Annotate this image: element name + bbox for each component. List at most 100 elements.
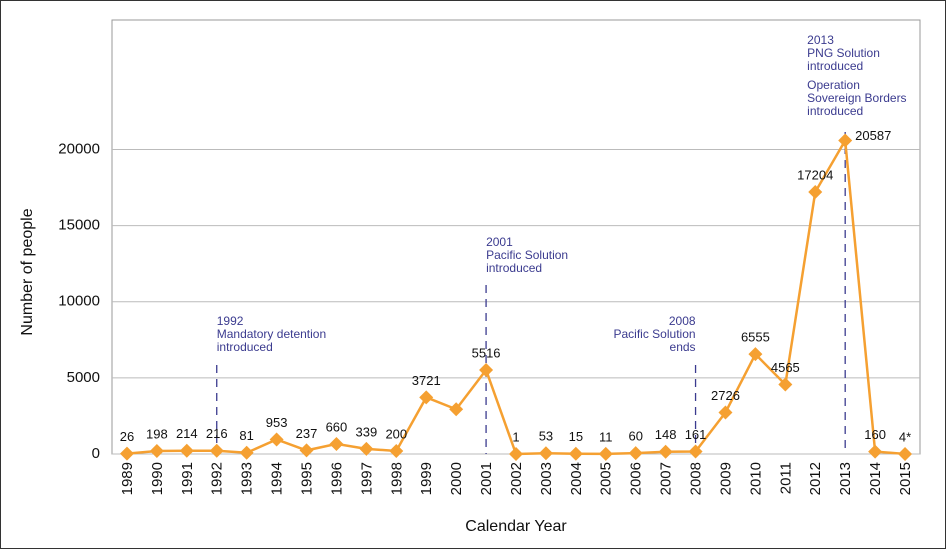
value-label: 81 xyxy=(239,428,253,443)
annotation: introduced xyxy=(807,104,863,118)
value-label: 237 xyxy=(296,426,318,441)
value-label: 4* xyxy=(899,429,911,444)
marker xyxy=(449,402,464,417)
annotation: introduced xyxy=(807,59,863,73)
x-tick-label: 1997 xyxy=(358,462,375,495)
marker xyxy=(598,446,613,461)
x-tick-label: 2008 xyxy=(688,462,705,495)
x-tick-label: 2001 xyxy=(478,462,495,495)
marker xyxy=(538,446,553,461)
x-tick-label: 2004 xyxy=(568,462,585,495)
x-tick-label: 2009 xyxy=(717,462,734,495)
marker xyxy=(808,185,823,200)
x-tick-label: 1996 xyxy=(328,462,345,495)
value-label: 198 xyxy=(146,426,168,441)
y-axis-label: Number of people xyxy=(19,208,36,335)
marker xyxy=(119,446,134,461)
x-tick-label: 2012 xyxy=(807,462,824,495)
x-tick-label: 1992 xyxy=(209,462,226,495)
x-tick-label: 2006 xyxy=(628,462,645,495)
value-label: 2726 xyxy=(711,388,740,403)
marker xyxy=(479,363,494,378)
annotation: introduced xyxy=(217,340,273,354)
value-label: 216 xyxy=(206,426,228,441)
x-tick-label: 1993 xyxy=(239,462,256,495)
annotation: 2001 xyxy=(486,235,513,249)
marker xyxy=(628,446,643,461)
marker xyxy=(898,446,913,461)
value-label: 11 xyxy=(599,429,613,444)
marker xyxy=(509,446,523,461)
marker xyxy=(419,390,434,405)
value-label: 60 xyxy=(628,429,642,444)
annotation: 1992 xyxy=(217,314,244,328)
x-tick-label: 2007 xyxy=(658,462,675,495)
x-tick-label: 1991 xyxy=(179,462,196,495)
y-tick-label: 10000 xyxy=(58,293,100,310)
x-tick-label: 2015 xyxy=(897,462,914,495)
marker xyxy=(299,443,314,458)
marker xyxy=(748,347,763,362)
marker xyxy=(149,443,164,458)
x-tick-label: 2013 xyxy=(837,462,854,495)
marker xyxy=(179,443,194,458)
x-tick-label: 1999 xyxy=(418,462,435,495)
marker xyxy=(239,445,254,460)
annotation: introduced xyxy=(486,261,542,275)
annotation: Pacific Solution xyxy=(614,327,696,341)
annotation: Mandatory detention xyxy=(217,327,326,341)
value-label: 3721 xyxy=(412,373,441,388)
x-tick-label: 2010 xyxy=(747,462,764,495)
x-axis-label: Calendar Year xyxy=(465,518,567,535)
marker xyxy=(269,432,284,447)
marker xyxy=(329,436,344,451)
x-tick-label: 2014 xyxy=(867,462,884,495)
value-label: 339 xyxy=(356,424,378,439)
marker xyxy=(688,444,703,459)
marker xyxy=(838,133,853,148)
marker xyxy=(778,377,793,392)
x-tick-label: 1998 xyxy=(388,462,405,495)
marker xyxy=(658,444,673,459)
annotation: PNG Solution xyxy=(807,46,880,60)
value-label: 5516 xyxy=(472,345,501,360)
marker xyxy=(359,441,374,456)
x-tick-label: 1994 xyxy=(269,462,286,495)
annotation: ends xyxy=(670,340,696,354)
x-tick-label: 2000 xyxy=(448,462,465,495)
value-label: 6555 xyxy=(741,330,770,345)
value-label: 160 xyxy=(864,427,886,442)
y-tick-label: 5000 xyxy=(67,369,100,386)
value-label: 1 xyxy=(512,429,519,444)
annotation: 2008 xyxy=(669,314,696,328)
value-label: 660 xyxy=(326,419,348,434)
y-tick-label: 0 xyxy=(92,445,100,462)
marker xyxy=(389,443,404,458)
annotation: 2013 xyxy=(807,33,834,47)
x-tick-label: 2005 xyxy=(598,462,615,495)
value-label: 15 xyxy=(569,429,583,444)
marker xyxy=(568,446,583,461)
x-tick-label: 1995 xyxy=(298,462,315,495)
value-label: 20587 xyxy=(855,128,891,143)
x-tick-label: 1989 xyxy=(119,462,136,495)
marker xyxy=(209,443,224,458)
annotation: Operation xyxy=(807,78,860,92)
value-label: 26 xyxy=(120,429,134,444)
value-label: 200 xyxy=(385,426,407,441)
value-label: 161 xyxy=(685,427,707,442)
x-tick-label: 2003 xyxy=(538,462,555,495)
x-tick-label: 2011 xyxy=(777,462,794,494)
value-label: 148 xyxy=(655,427,677,442)
value-label: 953 xyxy=(266,415,288,430)
y-tick-label: 20000 xyxy=(58,140,100,157)
marker xyxy=(718,405,733,420)
marker xyxy=(868,444,883,459)
y-tick-label: 15000 xyxy=(58,217,100,234)
value-label: 17204 xyxy=(797,167,833,182)
annotation: Sovereign Borders xyxy=(807,91,906,105)
value-label: 214 xyxy=(176,426,198,441)
value-label: 53 xyxy=(539,429,553,444)
